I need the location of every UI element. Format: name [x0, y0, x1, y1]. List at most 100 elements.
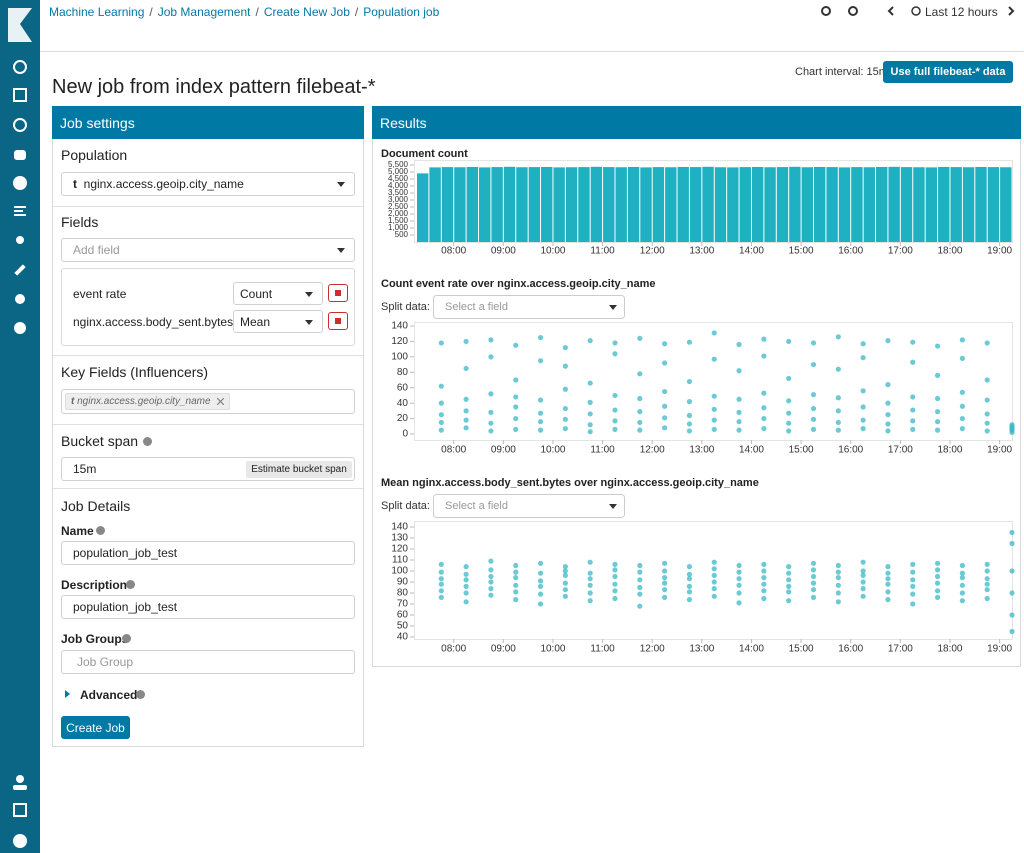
add-field-select[interactable]: Add field — [61, 238, 355, 262]
x-tick-label: 13:00 — [689, 644, 714, 655]
point — [686, 589, 693, 595]
zoom-out[interactable] — [848, 6, 858, 16]
page-title: New job from index pattern filebeat-* — [52, 76, 376, 98]
field-type: t — [73, 177, 77, 191]
visualize-icon[interactable] — [13, 88, 27, 102]
chip-remove[interactable] — [216, 398, 224, 405]
groups-input[interactable]: Job Group — [61, 650, 355, 674]
bar — [913, 167, 925, 242]
info-icon[interactable] — [96, 526, 105, 535]
logo[interactable] — [8, 8, 32, 42]
advanced-toggle[interactable]: Advanced — [80, 688, 138, 702]
select-caret — [609, 305, 617, 310]
info-icon[interactable] — [126, 580, 135, 589]
point — [686, 399, 693, 405]
estimate-button[interactable]: Estimate bucket span — [246, 461, 352, 478]
bar — [925, 167, 938, 242]
y-tick-label: 5,000 — [388, 167, 409, 176]
x-tick-label: 10:00 — [540, 445, 565, 456]
breadcrumb[interactable]: Machine Learning — [49, 5, 145, 19]
agg-select[interactable]: Count — [233, 282, 323, 305]
population-select[interactable]: t nginx.access.geoip.city_name — [61, 172, 355, 196]
apm-icon[interactable] — [14, 206, 26, 208]
point — [885, 597, 891, 603]
breadcrumb[interactable]: Population job — [363, 5, 440, 19]
point — [438, 340, 444, 346]
bar — [491, 167, 503, 242]
point — [488, 420, 494, 426]
collapse-icon[interactable] — [13, 834, 27, 848]
point — [736, 590, 742, 596]
breadcrumb[interactable]: Job Management — [157, 5, 251, 19]
bar — [479, 167, 491, 242]
prev-range[interactable] — [887, 6, 894, 16]
discover-icon[interactable] — [13, 60, 27, 74]
timelion-icon[interactable] — [14, 150, 26, 160]
management-icon[interactable] — [14, 322, 26, 334]
point — [662, 341, 668, 347]
x-tick-label: 09:00 — [491, 445, 516, 456]
nav-icons[interactable] — [8, 8, 32, 848]
x-tick-label: 17:00 — [888, 445, 913, 456]
x-tick-label: 12:00 — [640, 445, 665, 456]
name-input[interactable]: population_job_test — [61, 541, 355, 565]
bar — [677, 166, 689, 242]
point — [537, 570, 544, 576]
user-icon[interactable] — [16, 775, 24, 783]
info-icon[interactable] — [136, 690, 145, 699]
point — [910, 561, 916, 567]
point — [612, 595, 618, 602]
point — [711, 393, 717, 399]
advanced-toggle-icon[interactable] — [65, 690, 71, 698]
graph-icon[interactable] — [16, 236, 24, 244]
dashboard-icon[interactable] — [13, 118, 27, 132]
bar — [516, 167, 528, 242]
point — [612, 588, 618, 594]
influencers-input[interactable]: t nginx.access.geoip.city_name — [61, 389, 355, 414]
point — [686, 583, 693, 589]
bar — [553, 167, 565, 242]
select-caret — [609, 504, 617, 509]
zoom-in[interactable] — [821, 6, 831, 16]
x-tick-label: 10:00 — [540, 644, 565, 655]
point — [959, 582, 965, 588]
point — [612, 561, 618, 567]
delete-button[interactable] — [328, 284, 348, 302]
use-full-data-button[interactable]: Use full filebeat-* data — [883, 61, 1013, 83]
create-job-button[interactable]: Create Job — [61, 716, 130, 739]
results-charts: Document count5001,0001,5002,0002,5003,0… — [381, 148, 1015, 655]
description-input[interactable]: population_job_test — [61, 595, 355, 619]
time-range[interactable]: Last 12 hours — [925, 5, 998, 19]
monitoring-icon[interactable] — [15, 294, 25, 304]
info-icon[interactable] — [122, 634, 131, 643]
ml-icon[interactable] — [13, 176, 27, 190]
bar — [528, 167, 541, 242]
x-tick-label: 08:00 — [441, 644, 466, 655]
y-tick-label: 2,500 — [388, 202, 409, 211]
point — [984, 411, 990, 417]
point — [860, 341, 866, 347]
next-range[interactable] — [1008, 6, 1015, 16]
point — [984, 581, 990, 587]
point — [959, 562, 965, 569]
y-tick-label: 1,000 — [388, 223, 409, 232]
bar — [541, 166, 553, 242]
delete-button[interactable] — [328, 312, 348, 330]
y-tick-label: 60 — [397, 382, 409, 393]
point — [711, 417, 717, 423]
divider — [53, 424, 363, 425]
point — [934, 372, 941, 378]
logout-icon[interactable] — [13, 803, 27, 817]
split-select[interactable] — [433, 494, 625, 518]
breadcrumb[interactable]: Create New Job — [263, 5, 350, 19]
point — [910, 583, 916, 589]
point — [810, 594, 817, 600]
x-tick-label: 14:00 — [739, 246, 764, 257]
devtools-icon[interactable] — [14, 264, 26, 276]
point — [860, 426, 866, 432]
influencer-chip[interactable]: t nginx.access.geoip.city_name — [65, 393, 230, 410]
y-tick-label: 80 — [397, 367, 409, 378]
agg-select[interactable]: Mean — [233, 310, 323, 333]
info-icon[interactable] — [143, 437, 152, 446]
split-select[interactable] — [433, 295, 625, 319]
